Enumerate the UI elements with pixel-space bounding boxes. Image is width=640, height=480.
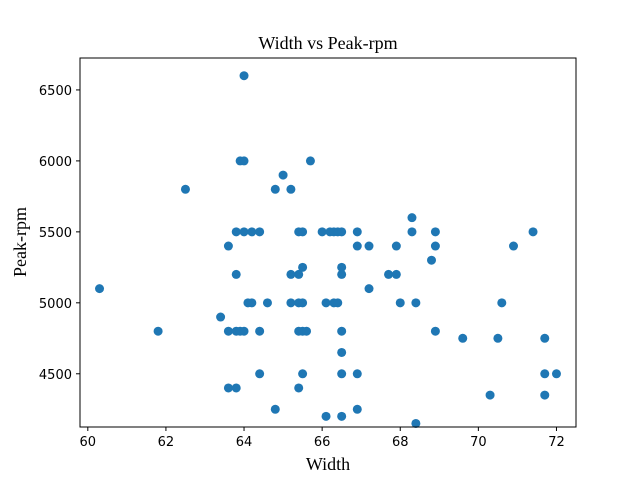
- data-point: [231, 383, 241, 393]
- y-tick-label: 6000: [39, 155, 72, 170]
- data-point: [407, 227, 417, 237]
- data-point: [430, 227, 440, 237]
- data-point: [411, 418, 421, 428]
- data-point: [384, 269, 394, 279]
- data-point: [239, 156, 249, 166]
- data-point: [298, 298, 308, 308]
- data-point: [255, 227, 265, 237]
- data-point: [231, 227, 241, 237]
- data-point: [286, 269, 296, 279]
- data-point: [317, 227, 327, 237]
- data-point: [337, 347, 347, 357]
- chart-title: Width vs Peak-rpm: [258, 33, 397, 53]
- data-point: [223, 383, 233, 393]
- data-point: [231, 269, 241, 279]
- data-point: [395, 298, 405, 308]
- x-tick-label: 66: [314, 435, 331, 450]
- data-points: [95, 71, 561, 428]
- data-point: [262, 298, 272, 308]
- data-point: [497, 298, 507, 308]
- x-axis-label: Width: [306, 454, 350, 474]
- y-tick-label: 5500: [39, 226, 72, 241]
- data-point: [239, 227, 249, 237]
- data-point: [493, 333, 503, 343]
- data-point: [411, 298, 421, 308]
- data-point: [294, 383, 304, 393]
- data-point: [364, 241, 374, 251]
- data-point: [302, 326, 312, 336]
- data-point: [352, 369, 362, 379]
- x-axis-ticks: 60 62 64 66 68 70 72: [80, 427, 565, 450]
- data-point: [509, 241, 519, 251]
- x-tick-label: 72: [548, 435, 565, 450]
- data-point: [216, 312, 226, 322]
- x-tick-label: 60: [80, 435, 97, 450]
- data-point: [239, 71, 249, 81]
- data-point: [223, 241, 233, 251]
- data-point: [427, 255, 436, 265]
- data-point: [391, 269, 401, 279]
- data-point: [298, 369, 308, 379]
- data-point: [337, 369, 347, 379]
- data-point: [321, 411, 331, 421]
- data-point: [337, 227, 347, 237]
- y-axis-ticks: 4500 5000 5500 6000 6500: [39, 84, 80, 383]
- data-point: [337, 326, 347, 336]
- data-point: [294, 269, 304, 279]
- data-point: [95, 284, 105, 294]
- data-point: [458, 333, 468, 343]
- data-point: [540, 369, 550, 379]
- data-point: [551, 369, 561, 379]
- data-point: [286, 184, 296, 194]
- data-point: [321, 298, 331, 308]
- x-tick-label: 70: [470, 435, 487, 450]
- data-point: [305, 156, 315, 166]
- x-tick-label: 68: [392, 435, 409, 450]
- data-point: [337, 269, 347, 279]
- data-point: [278, 170, 288, 180]
- y-tick-label: 5000: [39, 297, 72, 312]
- data-point: [286, 298, 296, 308]
- data-point: [407, 213, 417, 223]
- data-point: [485, 390, 495, 400]
- data-point: [298, 262, 308, 272]
- data-point: [247, 298, 257, 308]
- data-point: [352, 241, 362, 251]
- data-point: [528, 227, 538, 237]
- data-point: [337, 262, 347, 272]
- data-point: [430, 326, 440, 336]
- data-point: [430, 241, 440, 251]
- data-point: [223, 326, 233, 336]
- data-point: [337, 411, 347, 421]
- y-tick-label: 4500: [39, 368, 72, 383]
- data-point: [255, 326, 265, 336]
- data-point: [270, 404, 280, 414]
- data-point: [540, 333, 550, 343]
- data-point: [270, 184, 280, 194]
- data-point: [153, 326, 163, 336]
- data-point: [364, 284, 374, 294]
- data-point: [180, 184, 190, 194]
- data-point: [247, 227, 257, 237]
- data-point: [298, 227, 308, 237]
- x-tick-label: 62: [158, 435, 175, 450]
- data-point: [540, 390, 550, 400]
- y-axis-label: Peak-rpm: [10, 207, 30, 277]
- data-point: [333, 298, 343, 308]
- data-point: [352, 404, 362, 414]
- data-point: [239, 326, 249, 336]
- x-tick-label: 64: [236, 435, 253, 450]
- data-point: [352, 227, 362, 237]
- data-point: [391, 241, 401, 251]
- y-tick-label: 6500: [39, 84, 72, 99]
- data-point: [255, 369, 265, 379]
- plot-frame: [79, 57, 577, 428]
